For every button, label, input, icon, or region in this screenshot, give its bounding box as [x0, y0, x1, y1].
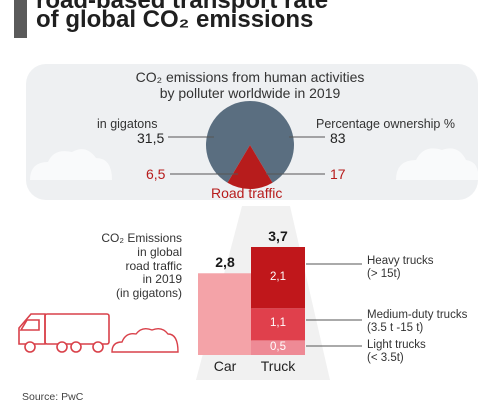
pie-title-line-2: by polluter worldwide in 2019 [159, 85, 341, 102]
bar-segment-truck-3 [251, 247, 305, 309]
road-emissions-value: 6,5 [146, 166, 166, 182]
share-unit-label: Percentage ownership % [316, 117, 455, 131]
cloud-icon [396, 148, 479, 180]
pie-chart [206, 101, 294, 190]
legend-item-range: (3.5 t -15 t) [367, 322, 424, 335]
category-label: Car [213, 358, 237, 374]
unit-label: in gigatons [97, 117, 158, 131]
bar-total-label: 3,7 [268, 228, 288, 244]
pie-slice-other [206, 101, 294, 183]
legend-item-name: Light trucks [367, 339, 426, 351]
pie-title-line-1: CO₂ emissions from human activities [135, 69, 365, 85]
headline-line-1: road-based transport rate [36, 0, 329, 14]
pie-slice-road-traffic [227, 145, 273, 190]
legend-item: Heavy trucks (> 15t) [367, 255, 433, 281]
road-share-value: 17 [330, 166, 346, 182]
caption-line-2: in global [137, 244, 182, 259]
legend-item: Medium-duty trucks (3.5 t -15 t) [367, 309, 467, 335]
legend-item: Light trucks (< 3.5t) [367, 339, 426, 365]
caption-line-5: (in gigatons) [115, 286, 182, 301]
legend-item-name: Heavy trucks [367, 255, 434, 267]
total-share-value: 83 [330, 130, 346, 146]
headline-line-2: of global CO₂ emissions [36, 6, 314, 33]
truck-icon [18, 313, 110, 353]
caption-line-1: CO₂ Emissions [101, 231, 182, 245]
legend-item-name: Medium-duty trucks [367, 309, 468, 321]
cloud-icon [30, 149, 112, 180]
bar-segment-car-0 [198, 273, 252, 355]
title-accent-bar [14, 0, 27, 38]
bar-segment-truck-1 [251, 340, 305, 355]
caption-line-4: in 2019 [142, 272, 182, 287]
bar-chart [198, 247, 305, 355]
bar-segment-value-label: 0,5 [270, 340, 286, 353]
cloud-outline-icon [111, 327, 179, 353]
total-emissions-value: 31,5 [137, 130, 165, 146]
road-traffic-label: Road traffic [211, 185, 283, 201]
bar-segment-value-label: 1,1 [270, 317, 286, 330]
bar-total-label: 2,8 [215, 254, 235, 271]
caption-line-3: road traffic [125, 258, 182, 273]
legend-item-range: (< 3.5t) [367, 352, 404, 365]
legend-item-range: (> 15t) [367, 268, 401, 281]
bar-segment-value-label: 2,1 [270, 270, 286, 283]
bar-chart-caption: CO₂ Emissions in global road traffic in … [70, 231, 182, 301]
source-note: Source: PwC [22, 391, 84, 403]
category-label: Truck [260, 358, 296, 374]
pie-title: CO₂ emissions from human activities by p… [60, 69, 440, 101]
bar-segment-truck-2 [251, 308, 305, 341]
